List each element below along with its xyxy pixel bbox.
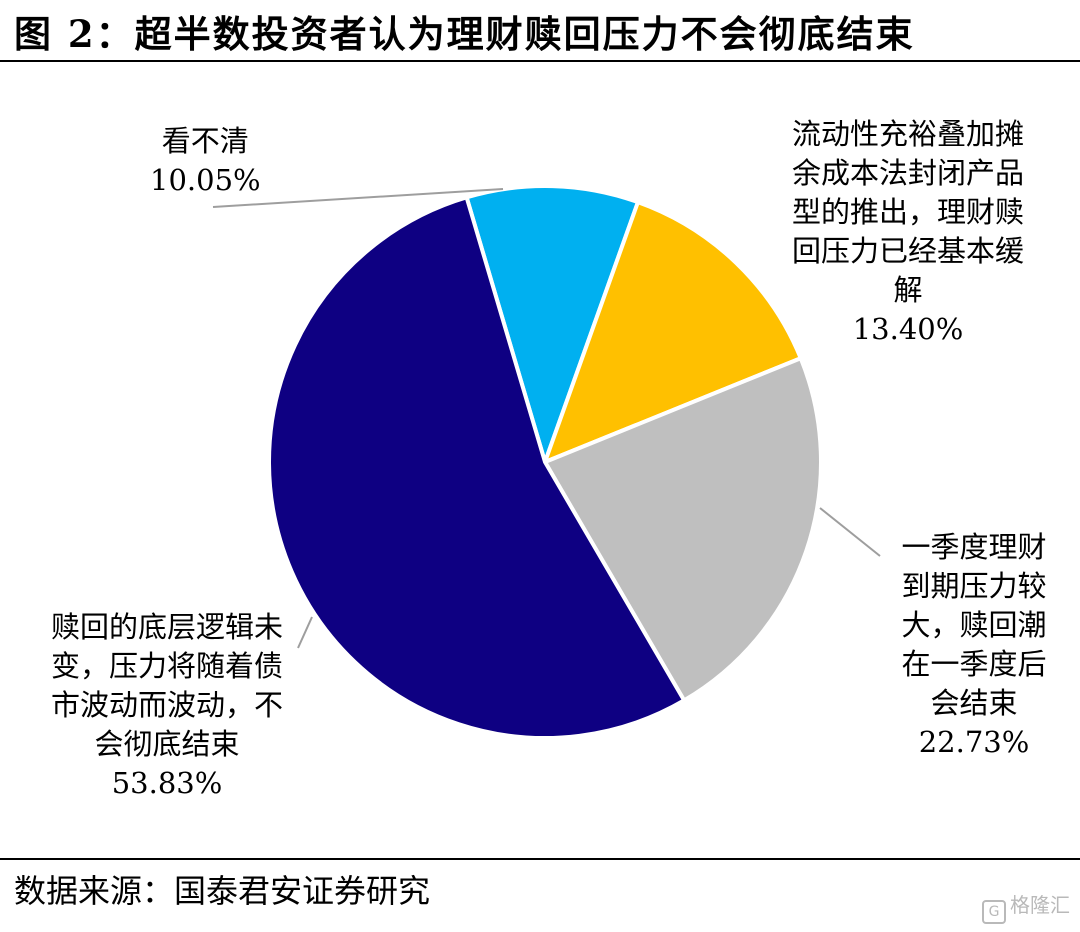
slice-label-q1-value: 22.73% [918,725,1030,759]
slice-label-liquidity-line: 流动性充裕叠加摊 [791,117,1024,151]
slice-label-q1-line: 会结束 [930,686,1018,720]
slice-label-persistent-value: 53.83% [111,766,223,800]
slice-label-unclear: 看不清 10.05% [150,122,261,200]
slice-label-persistent-line: 市波动而波动，不 [50,688,283,722]
slice-label-q1: 一季度理财 到期压力较 大，赎回潮 在一季度后 会结束 22.73% [890,528,1058,762]
slice-label-liquidity-line: 余成本法封闭产品 [791,156,1024,190]
slice-label-q1-line: 一季度理财 [901,530,1047,564]
leader-line-unclear [212,188,504,208]
slice-label-persistent-line: 变，压力将随着债 [50,649,283,683]
slice-label-persistent-line: 赎回的底层逻辑未 [50,610,283,644]
slice-label-liquidity-line: 回压力已经基本缓 [791,234,1024,268]
bottom-rule [0,858,1080,860]
slice-label-persistent: 赎回的底层逻辑未 变，压力将随着债 市波动而波动，不 会彻底结束 53.83% [34,608,300,803]
leader-line-persistent [297,616,313,649]
slice-label-unclear-line: 看不清 [161,124,249,158]
chart-title: 图 2：超半数投资者认为理财赎回压力不会彻底结束 [14,12,915,56]
watermark-logo-icon: G [982,900,1006,924]
slice-label-liquidity-line: 解 [893,273,923,307]
slice-label-liquidity-line: 型的推出，理财赎 [791,195,1024,229]
slice-label-unclear-value: 10.05% [150,163,261,197]
watermark-text: 格隆汇 [1010,893,1070,917]
pie-slice-unclear [464,184,641,469]
leader-lines [212,188,881,649]
slice-label-q1-line: 到期压力较 [901,569,1047,603]
pie-slice-persistent [267,194,687,740]
leader-line-q1 [819,507,881,557]
watermark: G 格隆汇 [982,889,1070,924]
pie-slices [267,184,823,740]
top-rule [0,60,1080,62]
slice-label-q1-line: 大，赎回潮 [901,608,1047,642]
slice-label-q1-line: 在一季度后 [901,647,1047,681]
data-source: 数据来源：国泰君安证券研究 [14,872,431,910]
slice-label-liquidity-value: 13.40% [852,312,964,346]
pie-slice-liquidity [541,199,804,466]
pie-slice-q1 [542,355,823,704]
slice-label-persistent-line: 会彻底结束 [94,727,240,761]
slice-label-liquidity: 流动性充裕叠加摊 余成本法封闭产品 型的推出，理财赎 回压力已经基本缓 解 13… [777,115,1039,349]
